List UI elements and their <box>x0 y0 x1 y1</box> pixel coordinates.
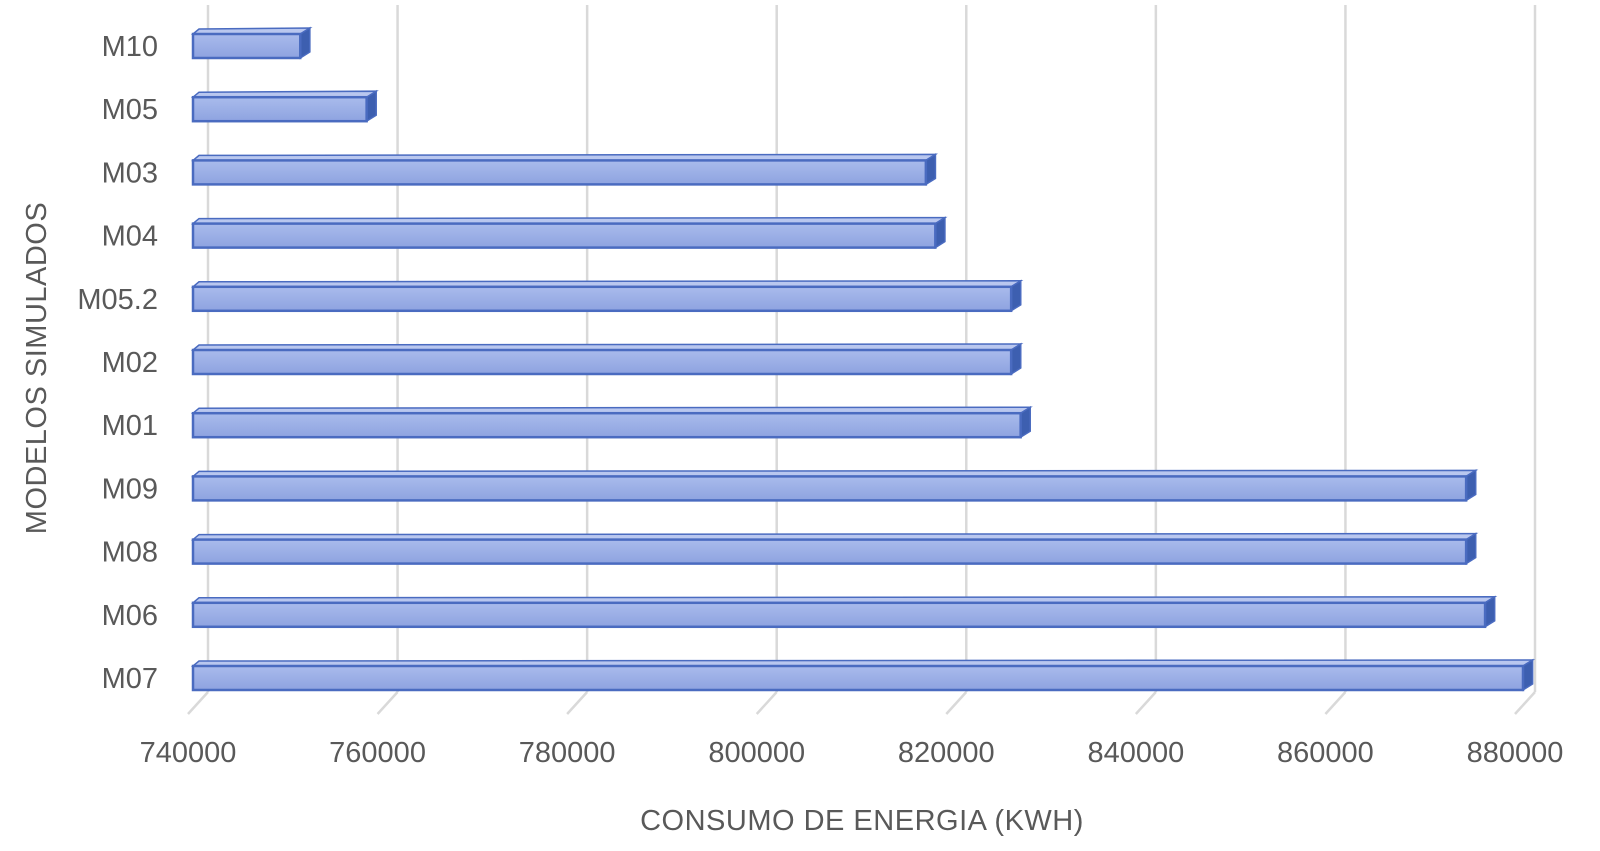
bar <box>190 405 1033 439</box>
x-tick-label: 800000 <box>708 737 805 769</box>
y-tick-label: M01 <box>102 410 158 442</box>
x-tick-label: 880000 <box>1467 737 1564 769</box>
bar-side <box>1522 658 1534 692</box>
bar-front <box>191 664 1525 692</box>
y-tick-label: M05 <box>102 94 158 126</box>
bar-side <box>1019 405 1031 439</box>
bar <box>190 89 379 123</box>
y-tick-label: M04 <box>102 221 158 253</box>
bar-side <box>1465 532 1477 565</box>
y-tick-label: M05.2 <box>77 284 158 316</box>
y-tick-label: M08 <box>102 537 158 569</box>
y-tick-label: M02 <box>102 347 158 379</box>
bar <box>190 658 1536 692</box>
bar-front <box>191 95 368 123</box>
bar <box>190 342 1024 376</box>
bar-front <box>191 348 1013 376</box>
y-axis-title: MODELOS SIMULADOS <box>21 202 53 534</box>
bar <box>190 469 1479 502</box>
y-tick-label: M07 <box>102 663 158 695</box>
gridline-floor <box>376 691 399 715</box>
gridline-floor <box>945 691 968 715</box>
bar-front <box>191 285 1013 313</box>
bar-side <box>1465 469 1477 502</box>
bar-side <box>1010 342 1022 376</box>
x-axis-title: CONSUMO DE ENERGIA (KWH) <box>640 805 1084 837</box>
gridline-floor <box>755 691 778 715</box>
bar-front <box>191 411 1022 439</box>
y-tick-label: M03 <box>102 157 158 189</box>
bars <box>190 26 1536 692</box>
bar-side <box>365 89 377 123</box>
bar-front <box>191 601 1487 629</box>
bar-front <box>191 159 928 186</box>
gridline-floor <box>187 691 209 715</box>
bar-side <box>299 26 311 60</box>
bar-front <box>191 538 1468 565</box>
bar <box>190 26 313 60</box>
bar <box>190 279 1024 313</box>
x-tick-label: 760000 <box>329 737 426 769</box>
gridline-floor <box>1514 691 1536 715</box>
bar <box>190 153 939 186</box>
bar-side <box>1484 595 1496 629</box>
y-tick-label: M06 <box>102 600 158 632</box>
x-tick-label: 780000 <box>519 737 616 769</box>
bar <box>190 216 948 249</box>
y-axis-tick-labels: M10 M05 M03 M04 M05.2 M02 M01 M09 M08 M06 M07 <box>77 31 158 695</box>
gridline-floor <box>566 691 589 715</box>
y-tick-label: M10 <box>102 31 158 63</box>
x-tick-label: 840000 <box>1087 737 1184 769</box>
gridline-floor <box>1134 691 1157 715</box>
x-tick-label: 740000 <box>140 737 237 769</box>
bar-front <box>191 475 1468 502</box>
x-tick-label: 860000 <box>1277 737 1374 769</box>
x-axis-tick-labels: 740000 760000 780000 800000 820000 840000 8600… <box>140 737 1564 769</box>
y-tick-label: M09 <box>102 473 158 505</box>
bar-side <box>934 216 946 249</box>
gridline-floor <box>1324 691 1347 715</box>
bar <box>190 532 1479 565</box>
x-tick-label: 820000 <box>898 737 995 769</box>
bar-side <box>925 153 937 186</box>
bar <box>190 595 1498 629</box>
bar-side <box>1010 279 1022 313</box>
bar-front <box>191 222 937 249</box>
bar-front <box>191 32 302 60</box>
